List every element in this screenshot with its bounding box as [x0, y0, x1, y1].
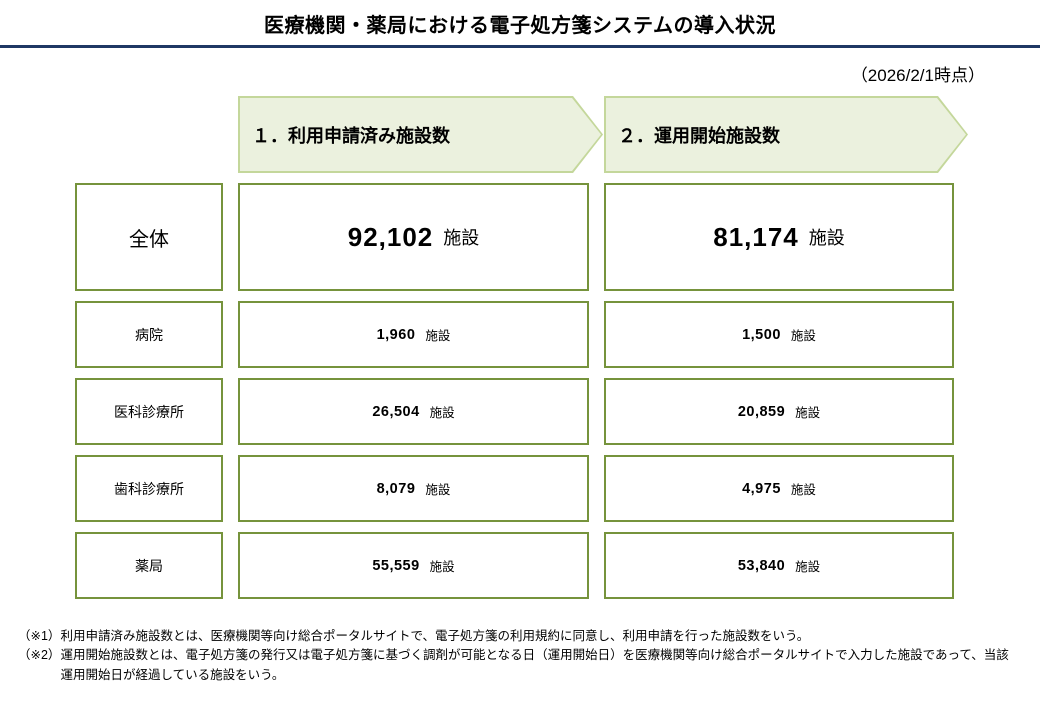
value-cell-total-applied: 92,102 施設: [238, 183, 589, 291]
value-cell-medical-clinic-started: 20,859 施設: [604, 378, 954, 445]
unit-label: 施設: [429, 560, 455, 574]
row-label-hospital: 病院: [75, 301, 223, 368]
footnotes: （※1） 利用申請済み施設数とは、医療機関等向け総合ポータルサイトで、電子処方箋…: [18, 627, 1020, 685]
unit-label: 施設: [429, 406, 455, 420]
footnote-1-text: 利用申請済み施設数とは、医療機関等向け総合ポータルサイトで、電子処方箋の利用規約…: [60, 629, 810, 643]
row-label-dental-clinic: 歯科診療所: [75, 455, 223, 522]
footnote-2-text: 運用開始施設数とは、電子処方箋の発行又は電子処方箋に基づく調剤が可能となる日（運…: [60, 648, 1009, 682]
footnote-2: （※2） 運用開始施設数とは、電子処方箋の発行又は電子処方箋に基づく調剤が可能と…: [18, 646, 1020, 685]
value-cell-hospital-started: 1,500 施設: [604, 301, 954, 368]
row-label-total: 全体: [75, 183, 223, 291]
value-number: 81,174: [713, 221, 799, 252]
value-number: 1,500: [742, 326, 781, 343]
value-cell-hospital-applied: 1,960 施設: [238, 301, 589, 368]
unit-label: 施設: [790, 483, 816, 497]
title-divider: [0, 45, 1040, 48]
page-title: 医療機関・薬局における電子処方箋システムの導入状況: [264, 15, 776, 37]
column-header-applied-label: １．利用申請済み施設数: [252, 125, 450, 146]
value-number: 4,975: [742, 480, 781, 497]
value-number: 20,859: [737, 403, 786, 420]
footnote-2-marker: （※2）: [18, 648, 61, 663]
stats-table: １．利用申請済み施設数 ２．運用開始施設数 全体 92,102 施設 81,17…: [75, 96, 1040, 599]
value-number: 26,504: [372, 403, 420, 420]
column-header-applied: １．利用申請済み施設数: [238, 96, 603, 173]
value-cell-dental-clinic-applied: 8,079 施設: [238, 455, 589, 522]
value-cell-medical-clinic-applied: 26,504 施設: [238, 378, 589, 445]
value-number: 92,102: [347, 221, 434, 252]
column-header-started: ２．運用開始施設数: [604, 96, 968, 173]
footnote-1-marker: （※1）: [18, 629, 61, 643]
value-number: 55,559: [372, 557, 420, 574]
footnote-1: （※1） 利用申請済み施設数とは、医療機関等向け総合ポータルサイトで、電子処方箋…: [18, 627, 1020, 646]
unit-label: 施設: [425, 329, 451, 343]
date-note: （2026/2/1時点）: [850, 66, 985, 85]
unit-label: 施設: [425, 483, 451, 497]
unit-label: 施設: [795, 406, 821, 420]
value-cell-pharmacy-started: 53,840 施設: [604, 532, 954, 599]
header-spacer: [75, 96, 223, 173]
value-number: 53,840: [737, 557, 786, 574]
unit-label: 施設: [808, 228, 845, 248]
value-cell-pharmacy-applied: 55,559 施設: [238, 532, 589, 599]
column-header-started-label: ２．運用開始施設数: [618, 125, 780, 146]
value-cell-dental-clinic-started: 4,975 施設: [604, 455, 954, 522]
value-number: 8,079: [376, 480, 416, 497]
unit-label: 施設: [443, 228, 480, 248]
row-label-pharmacy: 薬局: [75, 532, 223, 599]
value-cell-total-started: 81,174 施設: [604, 183, 954, 291]
unit-label: 施設: [795, 560, 821, 574]
row-label-medical-clinic: 医科診療所: [75, 378, 223, 445]
value-number: 1,960: [376, 326, 416, 343]
unit-label: 施設: [790, 329, 816, 343]
